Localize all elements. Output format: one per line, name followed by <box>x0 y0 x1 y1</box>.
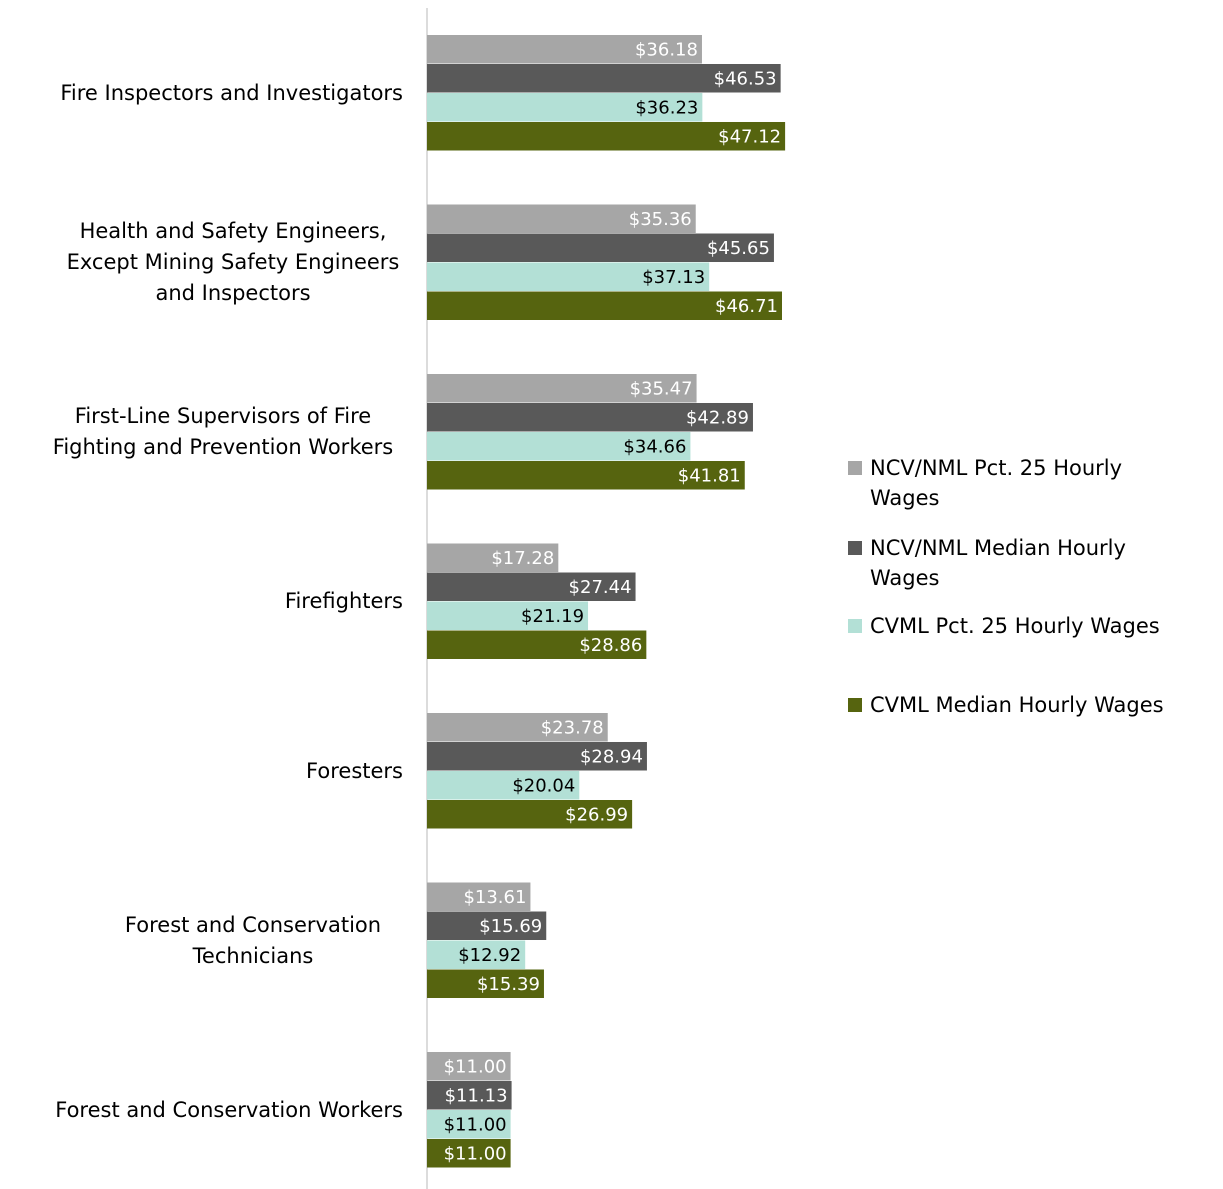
legend-item: NCV/NML Pct. 25 Hourly Wages <box>848 453 1170 513</box>
bar <box>427 543 559 572</box>
bar <box>427 204 696 233</box>
category-label: Foresters <box>3 691 403 851</box>
value-label: $41.81 <box>678 466 741 487</box>
bar <box>427 882 531 911</box>
category-label: Firefighters <box>3 522 403 682</box>
category-label: Fire Inspectors and Investigators <box>3 13 403 173</box>
legend-swatch <box>848 461 862 475</box>
bar <box>427 403 753 432</box>
value-label: $11.00 <box>444 1057 507 1078</box>
category-text: Forest and Conservation Workers <box>55 1097 403 1122</box>
bar <box>427 262 710 291</box>
category-text: Health and Safety Engineers, Except Mini… <box>66 219 400 305</box>
bar <box>427 742 647 771</box>
bar <box>427 1052 511 1081</box>
bar <box>427 800 633 829</box>
bar <box>427 432 691 461</box>
value-label: $36.23 <box>635 98 698 119</box>
value-label: $45.65 <box>707 238 770 259</box>
legend-label: CVML Median Hourly Wages <box>870 693 1164 717</box>
legend-item: NCV/NML Median Hourly Wages <box>848 533 1170 593</box>
category-text: Fire Inspectors and Investigators <box>60 80 403 105</box>
bar <box>427 630 647 659</box>
category-label: Forest and Conservation Workers <box>3 1030 403 1189</box>
value-label: $21.19 <box>521 606 584 627</box>
value-label: $35.36 <box>629 209 692 230</box>
value-label: $36.18 <box>635 40 698 61</box>
value-label: $23.78 <box>541 718 604 739</box>
value-label: $27.44 <box>569 577 632 598</box>
category-text: First-Line Supervisors of Fire Fighting … <box>52 404 394 459</box>
value-label: $46.53 <box>714 69 777 90</box>
bar <box>427 1139 511 1168</box>
bar <box>427 122 786 151</box>
value-label: $11.13 <box>445 1086 508 1107</box>
bar <box>427 461 745 490</box>
category-label: Forest and Conservation Technicians <box>3 861 403 1021</box>
legend-label: NCV/NML Median Hourly Wages <box>870 536 1126 590</box>
category-text: Foresters <box>306 758 403 783</box>
legend-swatch <box>848 698 862 712</box>
value-label: $13.61 <box>463 887 526 908</box>
value-label: $15.39 <box>477 974 540 995</box>
value-label: $28.94 <box>580 747 643 768</box>
bar <box>427 601 589 630</box>
legend-item: CVML Median Hourly Wages <box>848 690 1223 720</box>
value-label: $12.92 <box>458 945 521 966</box>
value-label: $15.69 <box>479 916 542 937</box>
value-label: $37.13 <box>642 267 705 288</box>
bar <box>427 291 782 320</box>
legend-label: NCV/NML Pct. 25 Hourly Wages <box>870 456 1123 510</box>
bar <box>427 93 703 122</box>
bar <box>427 374 697 403</box>
category-label: Health and Safety Engineers, Except Mini… <box>3 183 403 343</box>
bar <box>427 1081 512 1110</box>
category-text: Firefighters <box>284 589 403 613</box>
legend-swatch <box>848 619 862 633</box>
bar <box>427 1110 511 1139</box>
value-label: $11.00 <box>444 1144 507 1165</box>
bar <box>427 64 781 93</box>
value-label: $42.89 <box>686 408 749 429</box>
bar <box>427 35 702 64</box>
value-label: $17.28 <box>491 548 554 569</box>
value-label: $26.99 <box>565 805 628 826</box>
legend-swatch <box>848 541 862 555</box>
bar <box>427 969 544 998</box>
bar <box>427 940 526 969</box>
legend-item: CVML Pct. 25 Hourly Wages <box>848 611 1223 641</box>
bar <box>427 572 636 601</box>
value-label: $11.00 <box>444 1115 507 1136</box>
value-label: $34.66 <box>623 437 686 458</box>
value-label: $46.71 <box>715 296 778 317</box>
legend-label: CVML Pct. 25 Hourly Wages <box>870 614 1160 638</box>
value-label: $28.86 <box>579 635 642 656</box>
bar <box>427 911 547 940</box>
value-label: $47.12 <box>718 127 781 148</box>
bar <box>427 713 608 742</box>
value-label: $35.47 <box>630 379 693 400</box>
category-label: First-Line Supervisors of Fire Fighting … <box>3 352 403 512</box>
category-text: Forest and Conservation Technicians <box>124 912 382 968</box>
value-label: $20.04 <box>512 776 575 797</box>
bar <box>427 233 774 262</box>
bar <box>427 771 580 800</box>
